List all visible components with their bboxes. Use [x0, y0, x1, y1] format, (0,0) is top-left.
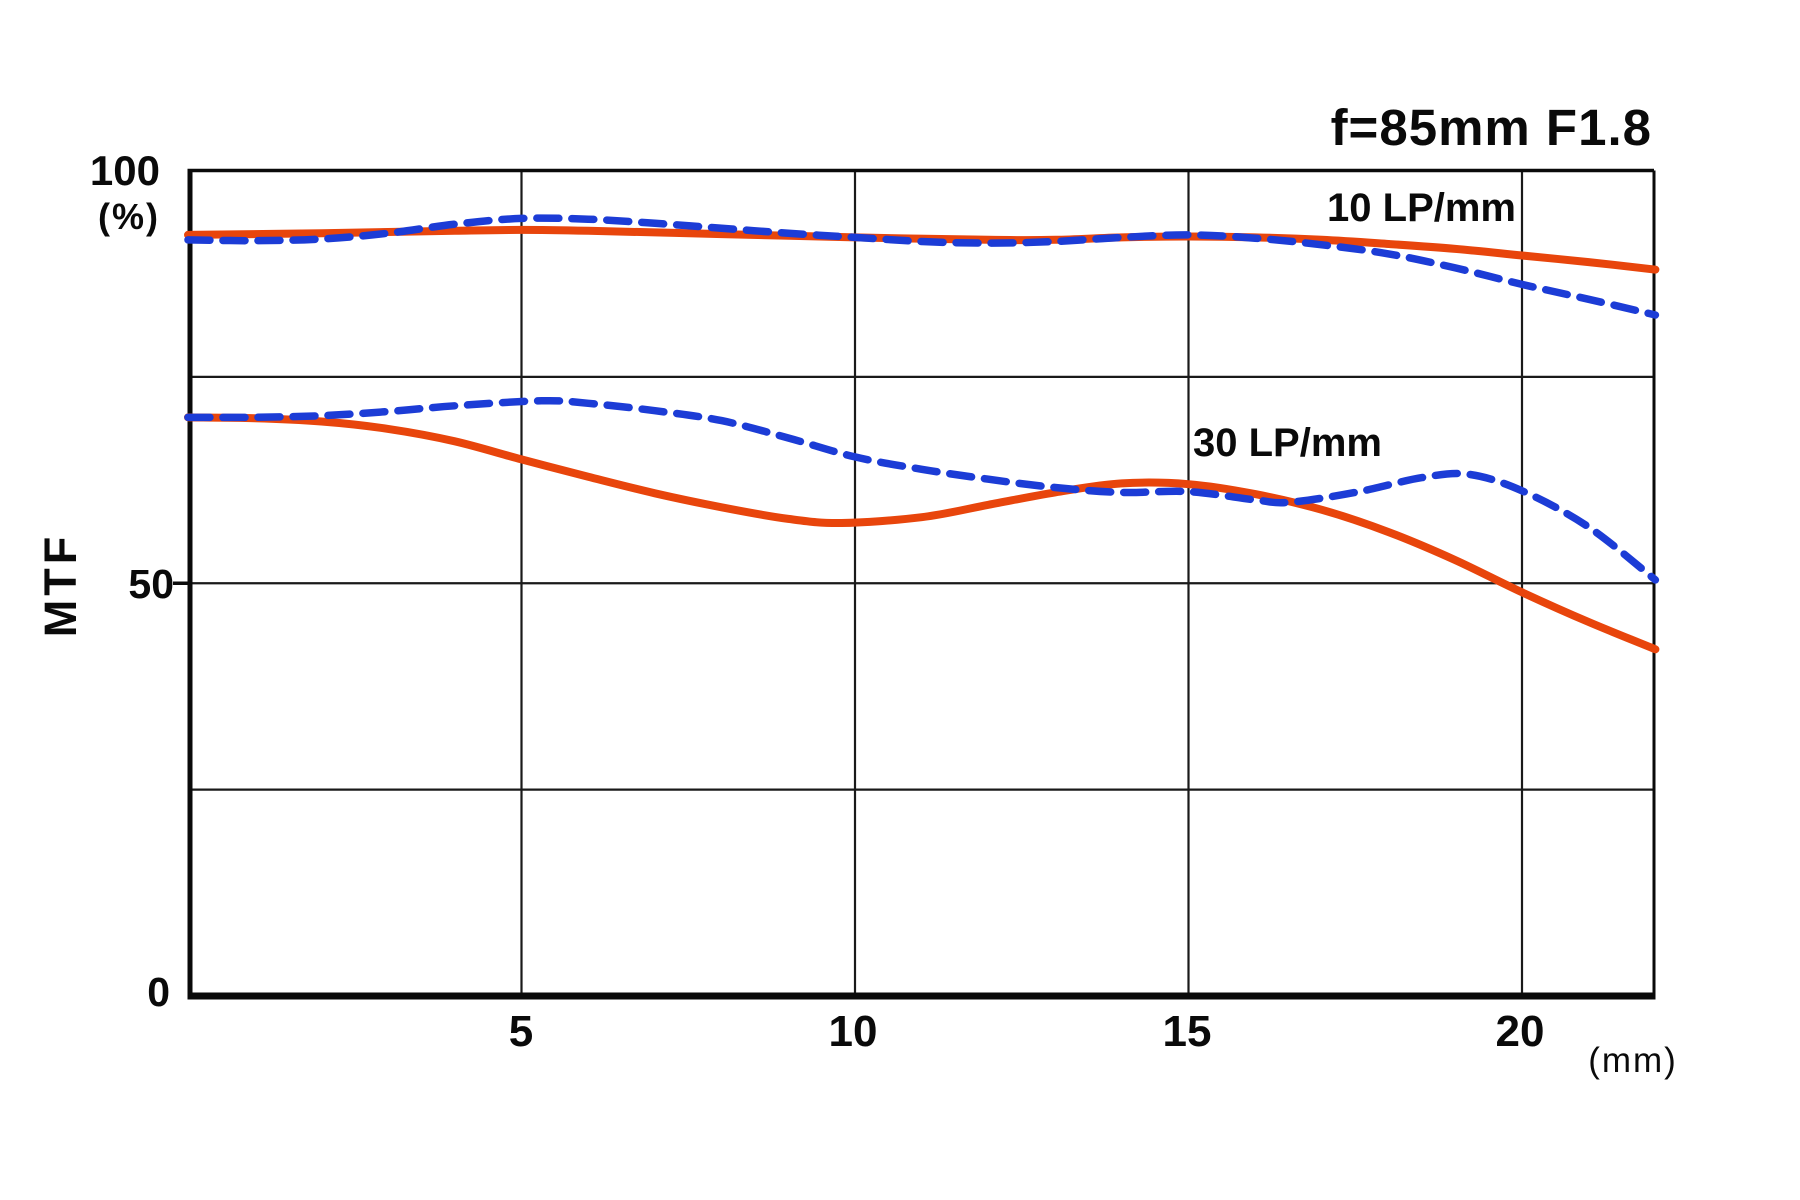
y-axis-tick-0: 0	[147, 969, 170, 1015]
curve-30lp-sagittal	[184, 413, 1660, 654]
x-axis-tick-5: 5	[508, 1007, 534, 1056]
y-axis-title-mtf: MTF	[35, 532, 86, 638]
y-axis-unit-percent: (%)	[98, 196, 160, 237]
curve-10lp-meridional	[184, 214, 1660, 319]
legend-label-10lpmm: 10 LP/mm	[1327, 186, 1516, 230]
curve-30lp-meridional	[184, 396, 1660, 584]
x-axis-tick-15: 15	[1162, 1007, 1212, 1056]
x-axis-tick-20: 20	[1495, 1007, 1545, 1056]
legend-label-30lpmm: 30 LP/mm	[1193, 421, 1382, 465]
y-axis-tick-50: 50	[128, 561, 174, 607]
x-axis-tick-10: 10	[828, 1007, 878, 1056]
y-axis-tick-100: 100	[89, 147, 160, 194]
x-axis-unit-mm: (mm)	[1588, 1041, 1678, 1080]
curve-10lp-sagittal	[184, 225, 1660, 274]
chart-title: f=85mm F1.8	[1330, 99, 1652, 156]
